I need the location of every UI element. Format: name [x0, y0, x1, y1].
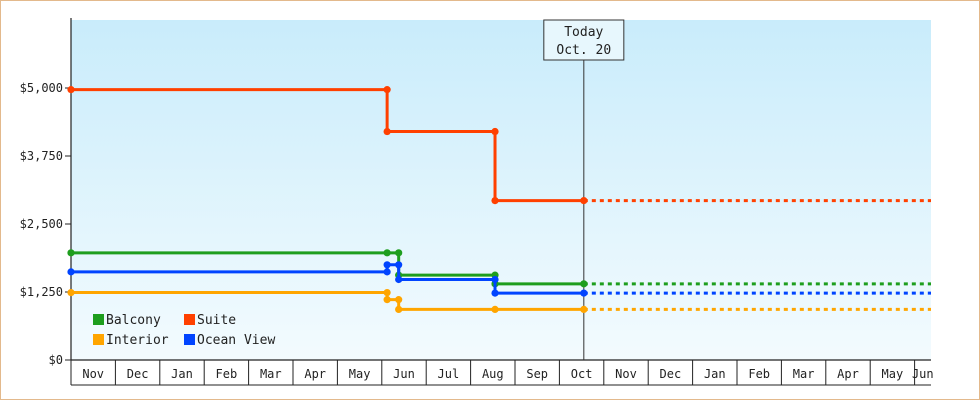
series-suite: [67, 86, 931, 205]
x-tick-label: Feb: [748, 367, 770, 381]
legend-swatch-suite: [184, 314, 195, 325]
data-point-ocean-view: [580, 289, 588, 297]
y-tick-label: $3,750: [20, 149, 63, 163]
today-marker: Today Oct. 20: [543, 19, 625, 360]
data-point-balcony: [395, 249, 403, 257]
legend-label-interior: Interior: [106, 333, 169, 348]
x-tick-label: Feb: [216, 367, 238, 381]
legend-item-interior: Interior: [93, 333, 169, 348]
y-tick-label: $0: [49, 353, 63, 367]
data-point-ocean-view: [395, 275, 403, 284]
series-interior: [67, 288, 931, 314]
x-axis: Nov Dec Jan Feb Mar Apr May Jun Jul Aug Sep Oct Nov D…: [70, 359, 934, 386]
x-tick-label: Nov: [615, 367, 637, 381]
x-tick-label: Mar: [260, 367, 282, 381]
data-point-ocean-view: [491, 289, 499, 297]
x-tick-label: Apr: [837, 367, 859, 381]
legend-swatch-ocean-view: [184, 334, 195, 345]
x-tick-label: Jul: [438, 367, 460, 381]
legend-item-suite: Suite: [184, 313, 236, 328]
x-tick-label: Jun: [912, 367, 934, 381]
data-point-interior: [67, 288, 75, 297]
x-tick-label: Mar: [793, 367, 815, 381]
x-tick-label: Jun: [393, 367, 415, 381]
data-point-suite: [67, 86, 75, 94]
x-tick-label: May: [882, 367, 904, 381]
x-tick-label: Nov: [82, 367, 104, 381]
data-point-interior: [491, 305, 499, 314]
legend-item-balcony: Balcony: [93, 313, 161, 328]
data-point-interior: [383, 288, 391, 297]
legend-label-ocean-view: Ocean View: [197, 333, 275, 348]
x-tick-label: Dec: [660, 367, 682, 381]
x-tick-label: Jan: [704, 367, 726, 381]
x-tick-label: Aug: [482, 367, 504, 381]
series-line-suite: [71, 88, 584, 203]
data-point-ocean-view: [395, 261, 403, 269]
data-point-balcony: [580, 280, 588, 288]
data-point-interior: [383, 296, 391, 304]
data-point-suite: [383, 127, 391, 136]
x-tick-label: Jan: [171, 367, 193, 381]
y-tick-label: $2,500: [20, 217, 63, 231]
today-label-box: [543, 19, 625, 61]
x-tick-label: Apr: [304, 367, 326, 381]
data-point-interior: [395, 296, 403, 304]
series-layer: [67, 86, 931, 314]
data-point-ocean-view: [67, 268, 75, 276]
data-point-interior: [395, 305, 403, 314]
today-label: Today: [564, 25, 603, 40]
data-point-ocean-view: [383, 268, 391, 276]
legend: Balcony Suite Interior Ocean View: [93, 313, 275, 348]
data-point-suite: [580, 197, 588, 205]
legend-item-ocean-view: Ocean View: [184, 333, 275, 348]
data-point-interior: [580, 305, 588, 314]
legend-swatch-balcony: [93, 314, 104, 325]
series-ocean-view: [67, 261, 931, 297]
data-point-suite: [491, 127, 499, 136]
y-axis: $0 $1,250 $2,500 $3,750 $5,000: [20, 18, 72, 367]
legend-label-suite: Suite: [197, 313, 236, 328]
x-tick-label: May: [349, 367, 371, 381]
plot-area: [71, 20, 931, 360]
data-point-ocean-view: [383, 261, 391, 269]
x-tick-label: Sep: [526, 367, 548, 381]
data-point-balcony: [67, 249, 75, 257]
legend-swatch-interior: [93, 334, 104, 345]
y-tick-label: $5,000: [20, 81, 63, 95]
data-point-suite: [383, 86, 391, 94]
y-tick-label: $1,250: [20, 285, 63, 299]
data-point-suite: [491, 197, 499, 205]
x-tick-label: Oct: [571, 367, 593, 381]
legend-label-balcony: Balcony: [106, 313, 161, 328]
data-point-ocean-view: [491, 275, 499, 284]
data-point-balcony: [383, 249, 391, 257]
today-date: Oct. 20: [556, 43, 611, 58]
x-tick-label: Dec: [127, 367, 149, 381]
